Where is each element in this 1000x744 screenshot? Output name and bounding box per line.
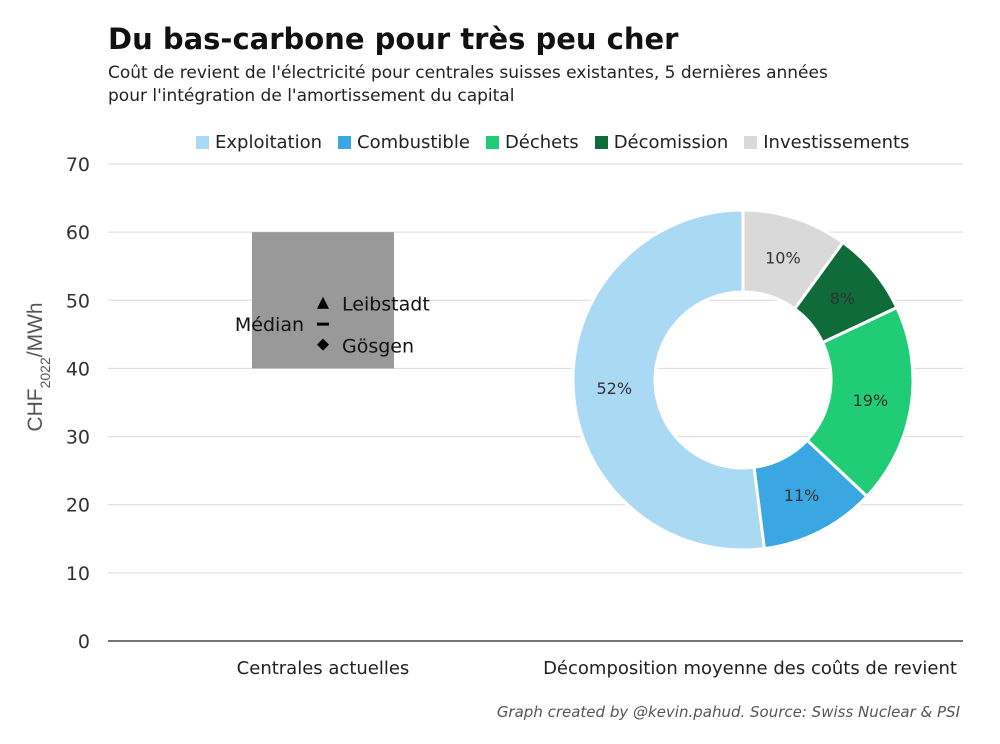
y-tick-50: 50 — [66, 290, 90, 312]
marker-gsgen — [317, 338, 329, 351]
y-axis-label-tail: /MWh — [24, 302, 47, 357]
y-tick-10: 10 — [66, 563, 90, 585]
y-axis-label-sub: 2022 — [37, 357, 53, 388]
marker-label-median: Médian — [235, 314, 304, 336]
legend-item-investissements: Investissements — [744, 132, 909, 153]
legend-label-investissements: Investissements — [763, 132, 910, 153]
y-axis-label-main: CHF — [24, 388, 47, 431]
donut-chart: 10% 8% 19% 11% 52% — [571, 208, 915, 552]
chart-subtitle: Coût de revient de l'électricité pour ce… — [108, 62, 928, 108]
legend-swatch-combustible — [338, 136, 352, 149]
source-credit: Graph created by @kevin.pahud. Source: S… — [496, 703, 960, 721]
y-tick-40: 40 — [66, 358, 90, 380]
y-tick-60: 60 — [66, 222, 90, 244]
donut-label-combustible: 11% — [784, 486, 820, 505]
legend-swatch-investissements — [744, 136, 758, 149]
legend-label-exploitation: Exploitation — [215, 132, 323, 153]
legend-swatch-exploitation — [196, 136, 209, 149]
subtitle-line-1: Coût de revient de l'électricité pour ce… — [108, 63, 828, 83]
legend-item-exploitation: Exploitation — [196, 132, 322, 153]
legend-item-decomission: Décomission — [594, 132, 729, 153]
donut-label-exploitation: 52% — [596, 379, 632, 398]
y-axis-label: CHF2022/MWh — [24, 302, 53, 431]
donut-slice-dechets — [805, 305, 915, 499]
legend-label-dechets: Déchets — [504, 132, 579, 153]
donut-slice-exploitation — [571, 208, 766, 552]
marker-leibstadt — [317, 296, 329, 309]
donut-label-investissements: 10% — [765, 248, 801, 267]
y-tick-30: 30 — [66, 427, 90, 449]
category-label-centrales: Centrales actuelles — [237, 658, 410, 679]
donut-label-decomission: 8% — [830, 289, 855, 308]
y-tick-labels: 0 10 20 30 40 50 60 70 — [66, 154, 90, 653]
legend-swatch-dechets — [485, 136, 499, 149]
y-tick-70: 70 — [66, 154, 90, 176]
category-label-decomposition: Décomposition moyenne des coûts de revie… — [543, 658, 957, 679]
markers-group: Leibstadt Médian Gösgen — [235, 294, 430, 358]
subtitle-line-2: pour l'intégration de l'amortissement du… — [108, 86, 515, 106]
marker-label-leibstadt: Leibstadt — [342, 294, 430, 316]
donut-label-dechets: 19% — [853, 391, 889, 410]
legend-label-decomission: Décomission — [613, 132, 729, 153]
y-tick-0: 0 — [78, 631, 90, 653]
marker-label-gsgen: Gösgen — [342, 336, 414, 358]
legend-swatch-decomission — [594, 136, 608, 149]
chart-title: Du bas-carbone pour très peu cher — [108, 22, 679, 56]
legend-label-combustible: Combustible — [357, 132, 470, 153]
y-tick-20: 20 — [66, 495, 90, 517]
legend-item-dechets: Déchets — [485, 132, 579, 153]
legend-item-combustible: Combustible — [338, 132, 470, 153]
legend: Exploitation Combustible Déchets Décomis… — [196, 132, 925, 153]
marker-median — [317, 322, 329, 326]
